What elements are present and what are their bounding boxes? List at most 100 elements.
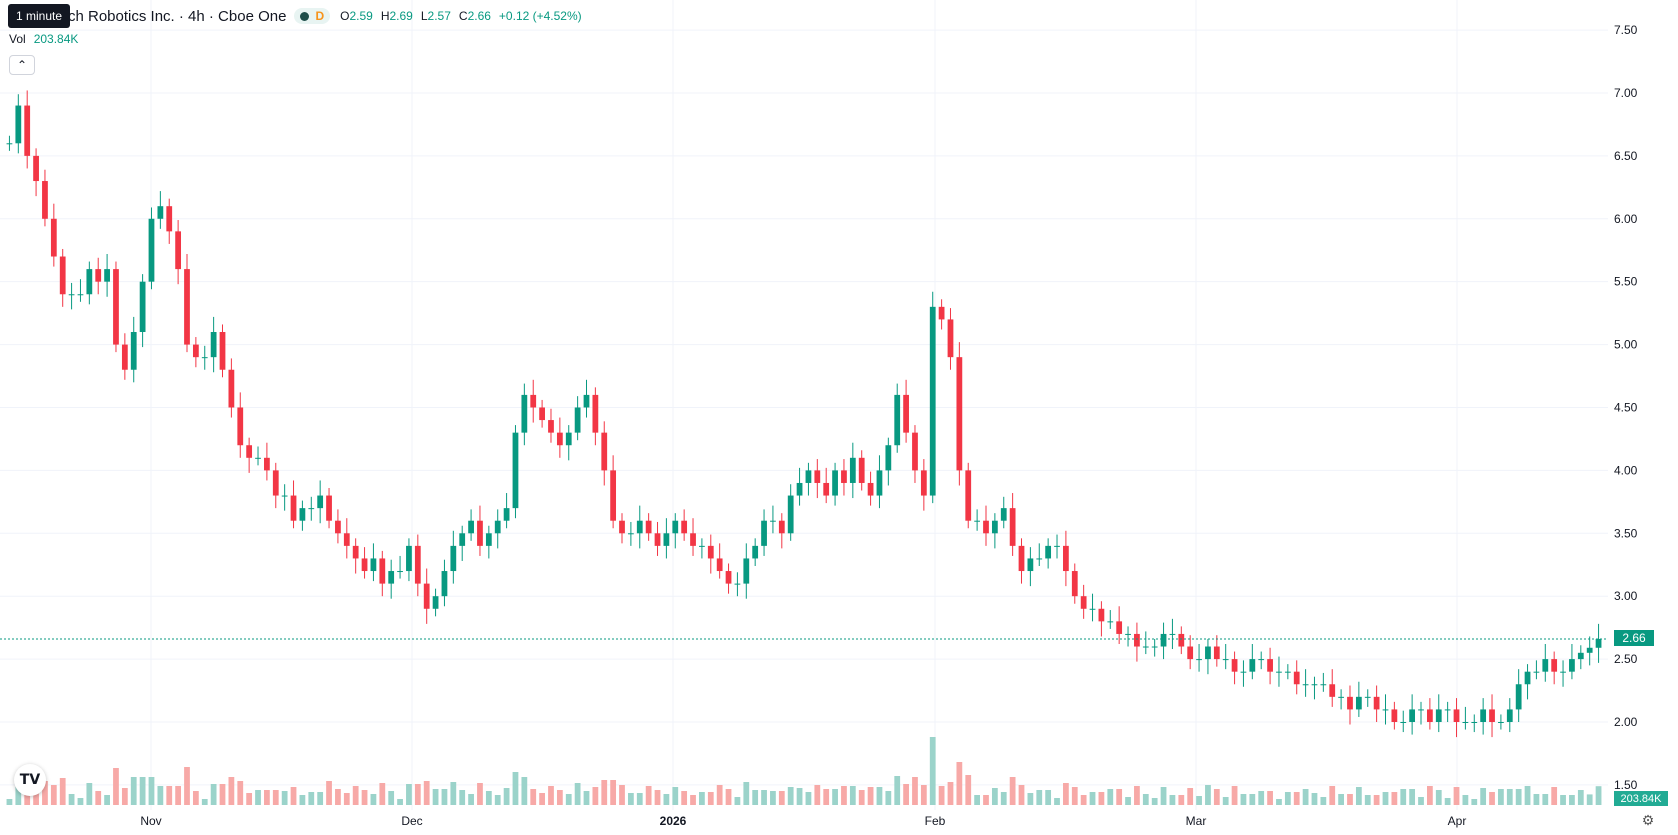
- volume-bar: [867, 787, 874, 805]
- high-label: H: [380, 9, 390, 23]
- volume-bar: [388, 791, 395, 805]
- volume-bar: [1391, 792, 1398, 805]
- volume-bar: [1160, 787, 1167, 805]
- volume-bar: [592, 787, 599, 805]
- candle-body: [1586, 647, 1593, 653]
- candle-body: [1480, 709, 1487, 722]
- volume-bar: [1027, 793, 1034, 805]
- candle-body: [725, 571, 732, 584]
- volume-bar: [841, 786, 847, 805]
- settings-icon[interactable]: ⚙: [1641, 811, 1655, 828]
- volume-bar: [406, 784, 412, 805]
- volume-bar: [903, 784, 909, 805]
- candle-body: [6, 143, 13, 145]
- candle-body: [787, 495, 794, 534]
- candle-body: [1515, 684, 1522, 710]
- candle-body: [139, 281, 146, 332]
- volume-bar: [1338, 794, 1344, 805]
- last-volume-tag: 203.84K: [1614, 791, 1668, 806]
- candle-body: [201, 357, 208, 359]
- candle-body: [326, 495, 332, 521]
- candle-body: [512, 432, 519, 509]
- volume-bar: [929, 737, 936, 805]
- volume-bar: [95, 791, 102, 805]
- volume-bar: [397, 799, 403, 805]
- volume-bar: [1151, 798, 1158, 805]
- close-label: C: [458, 9, 468, 23]
- candle-body: [867, 482, 874, 496]
- candle-body: [805, 470, 812, 483]
- candle-body: [610, 470, 617, 521]
- candle-body: [335, 520, 341, 534]
- candle-body: [858, 457, 865, 483]
- candle-body: [974, 520, 981, 522]
- volume-bar: [477, 783, 483, 805]
- candle-body: [1196, 659, 1202, 661]
- candle-body: [379, 558, 386, 584]
- volume-bar: [858, 790, 865, 805]
- volume-bar: [1267, 791, 1273, 805]
- candle-body: [1080, 596, 1087, 609]
- volume-bar: [86, 783, 93, 805]
- volume-bar: [175, 786, 182, 805]
- tradingview-logo-icon[interactable]: TV: [14, 764, 46, 796]
- time-tick-label: Feb: [925, 814, 946, 828]
- candle-body: [956, 357, 963, 471]
- candle-body: [406, 545, 412, 572]
- volume-bar: [468, 794, 474, 805]
- volume-bar: [619, 785, 625, 805]
- volume-bar: [237, 781, 244, 805]
- volume-bar: [130, 777, 137, 805]
- candle-body: [1506, 709, 1513, 722]
- candle-body: [770, 520, 776, 522]
- volume-bar: [894, 776, 901, 805]
- volume-bar: [1000, 792, 1007, 805]
- volume-bar: [991, 788, 998, 805]
- volume-bar: [228, 777, 235, 805]
- candle-body: [1267, 659, 1273, 672]
- candle-body: [264, 457, 270, 471]
- candle-body: [1391, 709, 1398, 722]
- symbol-title[interactable]: ch Robotics Inc. · 4h · Cboe One: [68, 7, 287, 25]
- candle-body: [1240, 671, 1247, 673]
- candle-body: [33, 155, 39, 182]
- volume-bar: [1382, 792, 1389, 805]
- volume-bar: [574, 783, 581, 805]
- candle-body: [121, 344, 128, 370]
- candle-body: [1125, 633, 1131, 635]
- volume-bar: [681, 791, 688, 805]
- price-tick-label: 7.50: [1614, 23, 1638, 37]
- volume-bar: [1258, 791, 1265, 805]
- price-axis: 7.50 7.00 6.50 6.00 5.50 5.00 4.50 4.00 3.50 3.00…: [1614, 23, 1638, 792]
- volume-bar: [583, 791, 590, 805]
- candle-body: [1373, 696, 1380, 710]
- volume-bar: [1320, 797, 1327, 805]
- candle-body: [1054, 545, 1060, 547]
- candle-body: [352, 545, 359, 559]
- market-status[interactable]: D: [294, 8, 331, 24]
- volume-bar: [805, 792, 812, 805]
- candle-body: [450, 545, 457, 572]
- price-tick-label: 7.00: [1614, 86, 1638, 100]
- candle-body: [299, 508, 306, 521]
- volume-bar: [761, 790, 767, 805]
- volume-bar: [281, 791, 288, 805]
- market-status-dot-icon: [300, 11, 310, 21]
- volume-bar: [1329, 786, 1336, 805]
- candle-body: [894, 394, 901, 446]
- volume-bar: [1560, 795, 1566, 805]
- chevron-up-icon: ⌃: [16, 58, 28, 72]
- volume-bar: [539, 793, 545, 805]
- candle-body: [423, 583, 430, 609]
- volume-bar: [1453, 787, 1460, 805]
- volume-bar: [494, 795, 501, 805]
- volume-bar: [370, 794, 377, 805]
- low-label: L: [420, 9, 428, 23]
- close-value: 2.66: [467, 9, 491, 23]
- collapse-legend-button[interactable]: ⌃: [9, 55, 35, 75]
- candle-body: [574, 407, 581, 433]
- volume-bar: [1293, 792, 1300, 805]
- candle-body: [1400, 722, 1407, 723]
- candle-body: [1222, 659, 1229, 661]
